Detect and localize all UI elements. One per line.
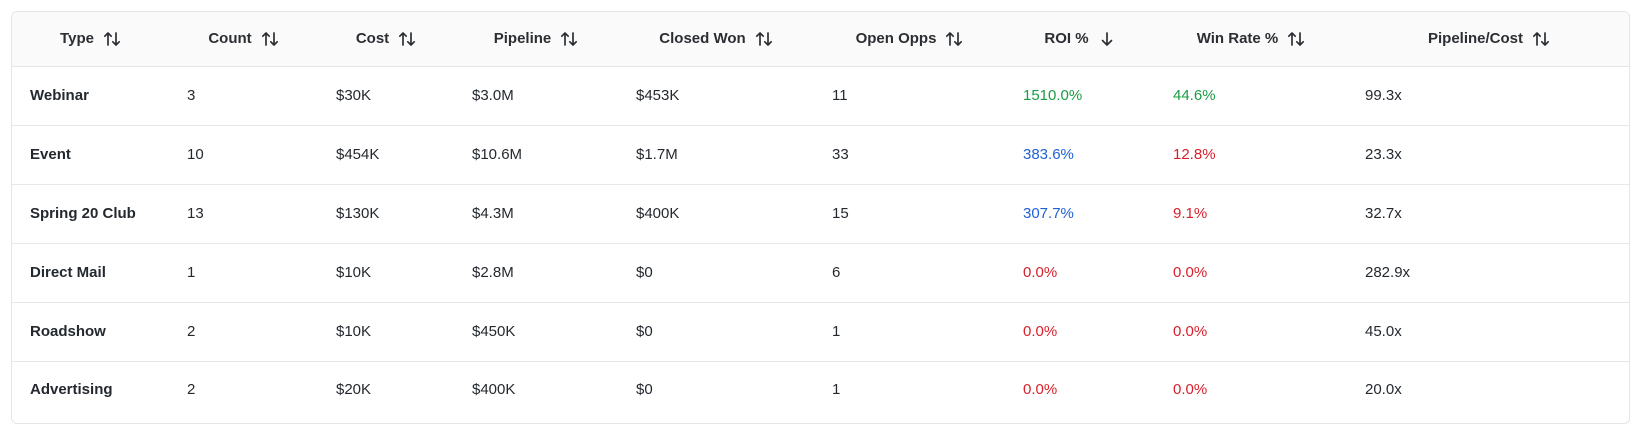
cell-open-opps: 11	[832, 87, 848, 104]
column-header-label: Closed Won	[659, 30, 746, 48]
cell-closed-won: $1.7M	[636, 146, 678, 163]
sort-desc-icon[interactable]	[1098, 31, 1116, 47]
cell-type: Roadshow	[30, 323, 106, 340]
cell-roi: 383.6%	[1023, 146, 1074, 163]
cell-roi: 307.7%	[1023, 205, 1074, 222]
cell-win-rate: 0.0%	[1173, 323, 1208, 340]
cell-win-rate: 0.0%	[1173, 381, 1208, 399]
cell-open-opps: 1	[832, 323, 841, 340]
column-header-win-rate[interactable]: Win Rate %	[1155, 12, 1347, 66]
cell-cost: $10K	[336, 323, 372, 340]
column-header-sort-toggle[interactable]: Pipeline	[494, 30, 579, 47]
cell-cost: $20K	[336, 381, 372, 399]
column-header-pipeline[interactable]: Pipeline	[454, 12, 618, 66]
column-header-label: ROI %	[1044, 30, 1089, 48]
cell-pipeline-cost: 282.9x	[1365, 264, 1411, 281]
cell-count: 2	[187, 323, 196, 340]
cell-type: Event	[30, 146, 71, 163]
cell-roi: 0.0%	[1023, 381, 1058, 399]
cell-roi: 1510.0%	[1023, 87, 1083, 104]
column-header-label: Open Opps	[855, 30, 937, 48]
cell-open-opps: 33	[832, 146, 849, 163]
column-header-sort-toggle[interactable]: Type	[60, 30, 121, 47]
column-header-sort-toggle[interactable]: Count	[208, 30, 278, 47]
column-header-sort-toggle[interactable]: Closed Won	[659, 30, 772, 47]
sort-both-icon[interactable]	[560, 31, 578, 47]
table-row[interactable]: Direct Mail 1 $10K $2.8M $0 6 0.0% 0.0% 282.9x	[12, 243, 1629, 302]
cell-count: 2	[187, 381, 196, 399]
cell-open-opps: 15	[832, 205, 849, 222]
table-row[interactable]: Spring 20 Club 13 $130K $4.3M $400K 15 307.7% 9…	[12, 184, 1629, 243]
cell-cost: $454K	[336, 146, 380, 163]
cell-pipeline: $3.0M	[472, 87, 514, 104]
cell-type: Spring 20 Club	[30, 205, 136, 222]
sort-both-icon[interactable]	[261, 31, 279, 47]
column-header-closed-won[interactable]: Closed Won	[618, 12, 814, 66]
cell-pipeline: $4.3M	[472, 205, 514, 222]
column-header-open-opps[interactable]: Open Opps	[814, 12, 1005, 66]
cell-cost: $130K	[336, 205, 380, 222]
cell-pipeline: $400K	[472, 381, 516, 399]
cell-pipeline-cost: 23.3x	[1365, 146, 1402, 163]
column-header-sort-toggle[interactable]: Win Rate %	[1197, 30, 1306, 47]
cell-pipeline: $10.6M	[472, 146, 523, 163]
cell-count: 13	[187, 205, 204, 222]
cell-closed-won: $400K	[636, 205, 680, 222]
cell-cost: $10K	[336, 264, 372, 281]
table-row[interactable]: Webinar 3 $30K $3.0M $453K 11 1510.0% 44.6% 99.3…	[12, 66, 1629, 125]
cell-pipeline-cost: 20.0x	[1365, 381, 1402, 399]
cell-pipeline: $2.8M	[472, 264, 514, 281]
cell-open-opps: 6	[832, 264, 841, 281]
cell-win-rate: 0.0%	[1173, 264, 1208, 281]
cell-pipeline-cost: 32.7x	[1365, 205, 1402, 222]
table-row[interactable]: Event 10 $454K $10.6M $1.7M 33 383.6% 12.8% 23.3…	[12, 125, 1629, 184]
sort-both-icon[interactable]	[945, 31, 963, 47]
column-header-sort-toggle[interactable]: ROI %	[1044, 30, 1115, 47]
column-header-label: Cost	[355, 30, 390, 48]
cell-pipeline: $450K	[472, 323, 516, 340]
cell-open-opps: 1	[832, 381, 841, 399]
cell-count: 3	[187, 87, 196, 104]
sort-both-icon[interactable]	[398, 31, 416, 47]
cell-win-rate: 12.8%	[1173, 146, 1216, 163]
cell-count: 1	[187, 264, 196, 281]
column-header-label: Win Rate %	[1196, 30, 1279, 48]
column-header-label: Count	[208, 30, 252, 48]
campaign-type-table: Type Count Cost Pipeline Closed Won Open Opps…	[11, 11, 1630, 424]
cell-closed-won: $453K	[636, 87, 680, 104]
sort-both-icon[interactable]	[1287, 31, 1305, 47]
sort-both-icon[interactable]	[103, 31, 121, 47]
cell-roi: 0.0%	[1023, 264, 1058, 281]
column-header-label: Type	[60, 30, 94, 48]
table-row[interactable]: Roadshow 2 $10K $450K $0 1 0.0% 0.0% 45.0x	[12, 302, 1629, 361]
cell-closed-won: $0	[636, 381, 653, 399]
sort-both-icon[interactable]	[1532, 31, 1550, 47]
column-header-pipeline-cost[interactable]: Pipeline/Cost	[1347, 12, 1629, 66]
column-header-sort-toggle[interactable]: Pipeline/Cost	[1428, 30, 1550, 47]
cell-win-rate: 44.6%	[1173, 87, 1216, 104]
table-header-row: Type Count Cost Pipeline Closed Won Open Opps…	[12, 12, 1629, 66]
cell-closed-won: $0	[636, 323, 653, 340]
cell-pipeline-cost: 45.0x	[1365, 323, 1402, 340]
sort-both-icon[interactable]	[755, 31, 773, 47]
column-header-sort-toggle[interactable]: Open Opps	[856, 30, 964, 47]
cell-closed-won: $0	[636, 264, 653, 281]
cell-roi: 0.0%	[1023, 323, 1058, 340]
column-header-label: Pipeline	[493, 30, 552, 48]
cell-cost: $30K	[336, 87, 372, 104]
cell-type: Advertising	[30, 381, 113, 399]
column-header-sort-toggle[interactable]: Cost	[356, 30, 416, 47]
table-body: Webinar 3 $30K $3.0M $453K 11 1510.0% 44.6% 99.3…	[12, 66, 1629, 418]
table-row[interactable]: Advertising 2 $20K $400K $0 1 0.0% 0.0% 20.0x	[12, 361, 1629, 418]
column-header-type[interactable]: Type	[12, 12, 169, 66]
cell-type: Direct Mail	[30, 264, 106, 281]
cell-pipeline-cost: 99.3x	[1365, 87, 1402, 104]
cell-type: Webinar	[30, 87, 89, 104]
column-header-label: Pipeline/Cost	[1427, 30, 1524, 48]
column-header-count[interactable]: Count	[169, 12, 318, 66]
column-header-cost[interactable]: Cost	[318, 12, 454, 66]
column-header-roi[interactable]: ROI %	[1005, 12, 1155, 66]
cell-win-rate: 9.1%	[1173, 205, 1208, 222]
cell-count: 10	[187, 146, 204, 163]
